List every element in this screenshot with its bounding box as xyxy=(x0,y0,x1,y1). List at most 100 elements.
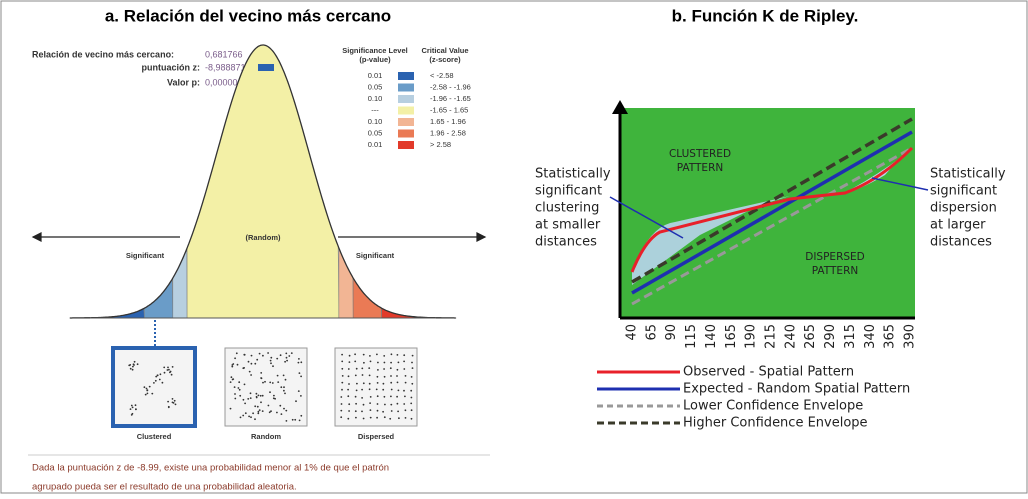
legend-range: -1.96 - -1.65 xyxy=(430,94,471,103)
point xyxy=(280,386,282,388)
point xyxy=(167,401,169,403)
point xyxy=(132,407,134,409)
point xyxy=(389,418,391,420)
point xyxy=(230,381,232,383)
legend-swatch xyxy=(398,84,414,92)
point xyxy=(404,396,406,398)
point xyxy=(411,397,413,399)
x-label: 340 xyxy=(863,324,878,349)
pattern-box xyxy=(113,348,195,426)
point xyxy=(391,410,393,412)
point xyxy=(258,395,260,397)
point xyxy=(376,354,378,356)
note: agrupado pueda ser el resultado de una p… xyxy=(32,482,297,493)
point xyxy=(354,361,356,363)
point xyxy=(397,411,399,413)
x-label: 65 xyxy=(644,324,659,341)
point xyxy=(168,406,170,408)
point xyxy=(288,355,290,357)
point xyxy=(347,418,349,420)
point xyxy=(157,375,159,377)
point xyxy=(238,387,240,389)
x-label: 315 xyxy=(843,324,858,349)
point xyxy=(347,389,349,391)
legend-level: 0.05 xyxy=(368,82,383,91)
legend-level: 0.01 xyxy=(368,140,383,149)
point xyxy=(377,410,379,412)
point xyxy=(134,361,136,363)
region-label: PATTERN xyxy=(812,265,858,277)
point xyxy=(348,368,350,370)
point xyxy=(269,411,271,413)
point xyxy=(162,382,164,384)
point xyxy=(283,390,285,392)
point xyxy=(355,403,357,405)
point xyxy=(167,367,169,369)
point xyxy=(294,419,296,421)
point xyxy=(403,403,405,405)
point xyxy=(257,406,259,408)
point xyxy=(298,390,300,392)
point xyxy=(362,374,364,376)
point xyxy=(131,405,133,407)
point xyxy=(279,405,281,407)
point xyxy=(405,375,407,377)
point xyxy=(132,413,134,415)
point xyxy=(286,360,288,362)
point xyxy=(283,408,285,410)
annotation: clustering xyxy=(535,201,599,216)
point xyxy=(411,362,413,364)
legend-level: 0.05 xyxy=(368,128,383,137)
point xyxy=(264,381,266,383)
point xyxy=(403,361,405,363)
z-marker xyxy=(258,64,274,71)
point xyxy=(300,361,302,363)
point xyxy=(272,365,274,367)
point xyxy=(137,363,139,365)
point xyxy=(230,408,232,410)
point xyxy=(238,381,240,383)
x-label: 365 xyxy=(883,324,898,349)
point xyxy=(240,417,242,419)
point xyxy=(262,355,264,357)
stat-value: -8,988871 xyxy=(205,62,246,72)
point xyxy=(172,366,174,368)
x-label: 90 xyxy=(664,324,679,341)
legend-label: Lower Confidence Envelope xyxy=(683,399,863,414)
point xyxy=(254,405,256,407)
point xyxy=(384,362,386,364)
point xyxy=(370,417,372,419)
legend-level: 0.10 xyxy=(368,117,383,126)
region-label: CLUSTERED xyxy=(669,148,731,160)
legend-swatch xyxy=(398,130,414,138)
point xyxy=(286,420,288,422)
point xyxy=(403,354,405,356)
pattern-label: Random xyxy=(251,432,281,441)
point xyxy=(251,355,253,357)
legend-range: < -2.58 xyxy=(430,71,454,80)
point xyxy=(377,362,379,364)
point xyxy=(391,353,393,355)
point xyxy=(247,398,249,400)
point xyxy=(377,382,379,384)
pattern-box xyxy=(335,348,417,426)
point xyxy=(144,386,146,388)
point xyxy=(382,411,384,413)
panel-title: b. Función K de Ripley. xyxy=(672,6,859,25)
point xyxy=(169,372,171,374)
point xyxy=(363,382,365,384)
point xyxy=(348,403,350,405)
point xyxy=(405,417,407,419)
legend-swatch xyxy=(398,141,414,149)
point xyxy=(403,390,405,392)
x-label: 140 xyxy=(704,324,719,349)
point xyxy=(397,369,399,371)
annotation: dispersion xyxy=(930,201,997,216)
point xyxy=(244,403,246,405)
point xyxy=(149,386,151,388)
region-label: PATTERN xyxy=(677,162,723,174)
point xyxy=(403,368,405,370)
point xyxy=(370,361,372,363)
point xyxy=(390,382,392,384)
point xyxy=(146,390,148,392)
